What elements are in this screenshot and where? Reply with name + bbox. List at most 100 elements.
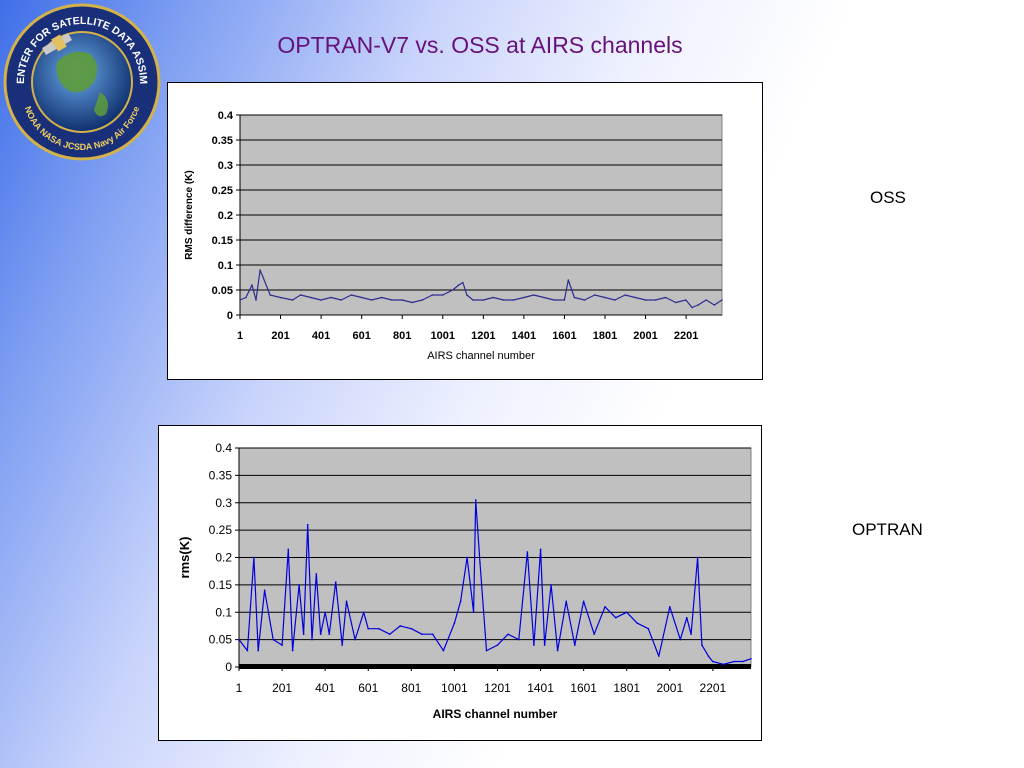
x-tick-label: 1001 xyxy=(431,330,455,342)
data-point xyxy=(345,600,348,603)
data-point xyxy=(668,605,671,608)
x-tick-label: 801 xyxy=(393,330,411,342)
x-tick-label: 1801 xyxy=(593,330,617,342)
data-point xyxy=(644,299,647,301)
data-point xyxy=(431,633,434,635)
data-point xyxy=(259,269,261,271)
x-tick-label: 1 xyxy=(237,330,243,342)
data-point xyxy=(309,296,312,299)
data-point xyxy=(664,296,667,299)
data-point xyxy=(287,548,290,551)
data-point xyxy=(257,649,259,652)
x-tick-label: 401 xyxy=(312,330,330,342)
data-point xyxy=(496,644,499,646)
data-point xyxy=(377,627,380,630)
x-tick-label: 601 xyxy=(352,330,370,342)
data-point xyxy=(658,655,660,657)
data-point xyxy=(604,605,606,608)
x-axis-title: AIRS channel number xyxy=(433,707,558,721)
data-point xyxy=(246,649,249,652)
y-tick-label: 0.05 xyxy=(212,285,233,297)
data-point xyxy=(238,638,240,641)
data-point xyxy=(401,299,404,301)
data-point xyxy=(315,573,318,575)
data-point xyxy=(411,301,413,304)
x-tick-label: 2001 xyxy=(633,330,657,342)
y-tick-label: 0.05 xyxy=(209,633,233,647)
data-point xyxy=(614,616,617,619)
data-point xyxy=(553,299,555,301)
y-tick-label: 0.35 xyxy=(209,468,233,482)
x-tick-label: 1401 xyxy=(512,330,536,342)
x-axis-band xyxy=(239,664,751,669)
data-point xyxy=(421,299,424,301)
data-point xyxy=(360,296,363,299)
data-point xyxy=(350,294,353,296)
data-point xyxy=(674,301,677,304)
data-point xyxy=(701,644,703,646)
data-point xyxy=(679,638,682,641)
data-point xyxy=(686,616,688,619)
data-point xyxy=(573,296,576,299)
data-point xyxy=(466,556,468,559)
data-point xyxy=(624,294,626,296)
data-point xyxy=(523,296,525,299)
data-point xyxy=(279,296,282,299)
data-point xyxy=(441,294,444,296)
y-tick-label: 0.15 xyxy=(212,235,233,247)
data-point xyxy=(526,551,529,553)
data-point xyxy=(690,633,692,635)
data-point xyxy=(711,660,714,663)
data-point xyxy=(239,299,241,301)
data-point xyxy=(324,611,326,614)
data-point xyxy=(459,600,462,603)
oss-label: OSS xyxy=(870,188,906,207)
x-tick-label: 1401 xyxy=(527,681,554,695)
data-point xyxy=(442,649,445,652)
x-tick-label: 1601 xyxy=(552,330,576,342)
x-tick-label: 1201 xyxy=(484,681,511,695)
data-point xyxy=(685,299,687,301)
data-point xyxy=(319,633,322,635)
x-tick-label: 201 xyxy=(271,330,289,342)
x-tick-label: 2201 xyxy=(700,681,727,695)
data-point xyxy=(733,660,735,663)
jcsda-logo: JOINT CENTER FOR SATELLITE DATA ASSIMILA… xyxy=(0,0,162,162)
data-point xyxy=(512,299,515,301)
data-point xyxy=(410,627,413,630)
data-point xyxy=(251,284,253,286)
y-tick-label: 0.15 xyxy=(209,578,233,592)
data-point xyxy=(742,660,744,663)
data-point xyxy=(367,627,370,630)
data-point xyxy=(722,663,725,666)
x-tick-label: 1801 xyxy=(613,681,640,695)
data-point xyxy=(518,638,520,641)
data-point xyxy=(636,622,639,624)
data-point xyxy=(421,633,423,635)
data-point xyxy=(647,627,650,630)
data-point xyxy=(543,644,546,646)
data-point xyxy=(556,649,559,652)
data-point xyxy=(750,657,752,660)
data-point xyxy=(479,562,481,564)
data-point xyxy=(362,611,365,614)
data-point xyxy=(311,638,313,641)
x-tick-label: 2001 xyxy=(656,681,683,695)
data-point xyxy=(654,299,657,301)
data-point xyxy=(604,296,606,299)
data-point xyxy=(563,299,566,301)
data-point xyxy=(269,294,272,296)
data-point xyxy=(354,638,356,641)
y-tick-label: 0.35 xyxy=(212,135,233,147)
optran-chart: 0 0.05 0.1 0.15 0.2 0.25 0.3 0.35 0.4 1 201 401 601 8… xyxy=(158,425,762,741)
y-tick-label: 0.4 xyxy=(215,441,232,455)
data-point xyxy=(306,523,309,526)
data-point xyxy=(253,556,255,559)
x-tick-label: 601 xyxy=(358,681,378,695)
data-point xyxy=(330,296,332,299)
data-point xyxy=(634,296,637,299)
data-point xyxy=(320,299,322,301)
data-point xyxy=(263,589,266,592)
data-point xyxy=(533,294,535,296)
data-point xyxy=(472,611,475,614)
